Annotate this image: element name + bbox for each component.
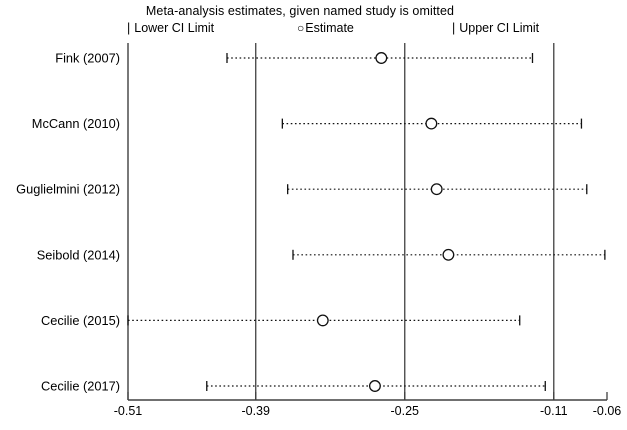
x-axis-tick-label: -0.25 — [391, 404, 420, 418]
estimate-marker — [425, 117, 438, 130]
x-axis-tick-label: -0.39 — [241, 404, 270, 418]
study-label: Guglielmini (2012) — [16, 182, 120, 197]
study-label: Cecilie (2017) — [41, 379, 120, 394]
legend-item-upper-ci: | Upper CI Limit — [452, 21, 539, 35]
legend-item-lower-ci: | Lower CI Limit — [127, 21, 214, 35]
estimate-marker — [375, 52, 388, 64]
lower-ci-cap-icon: | — [127, 21, 131, 35]
estimate-marker — [369, 380, 381, 392]
legend-label-lower-ci: Lower CI Limit — [134, 21, 215, 35]
x-axis-tick-label: -0.11 — [540, 404, 568, 418]
legend-label-upper-ci: Upper CI Limit — [459, 21, 540, 35]
study-label: Cecilie (2015) — [41, 313, 120, 328]
estimate-marker — [316, 314, 329, 327]
legend-item-estimate: ○Estimate — [297, 21, 354, 35]
upper-ci-cap-icon: | — [452, 21, 456, 35]
legend-label-estimate: Estimate — [305, 21, 354, 35]
x-axis-tick-label: -0.51 — [114, 404, 143, 418]
estimate-circle-icon: ○ — [297, 21, 305, 35]
study-label: Fink (2007) — [55, 51, 120, 66]
x-axis-tick-label: -0.06 — [593, 404, 622, 418]
chart-title: Meta-analysis estimates, given named stu… — [145, 4, 455, 18]
study-label: McCann (2010) — [32, 116, 120, 131]
estimate-marker — [442, 248, 455, 261]
estimate-marker — [430, 183, 443, 196]
study-label: Seibold (2014) — [37, 247, 120, 262]
